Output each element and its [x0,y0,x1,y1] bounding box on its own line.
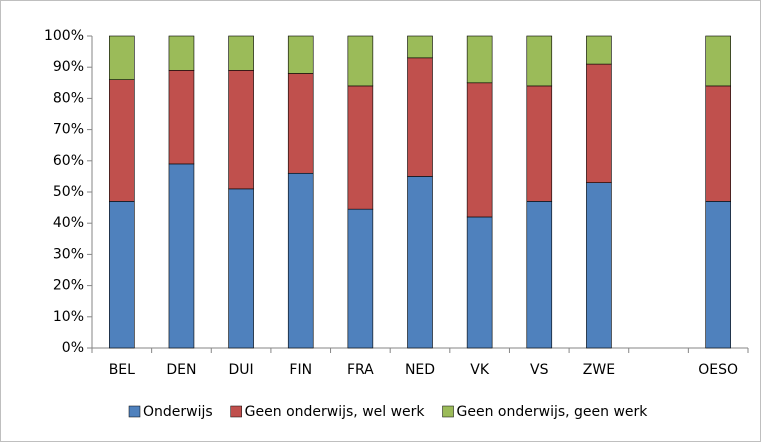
bar-segment [466,35,493,84]
bar-segment [466,216,493,349]
bar-segment [407,57,433,177]
x-tick-label: FIN [289,362,312,378]
y-tick-label: 20% [53,278,84,294]
bar-segment [347,35,374,87]
bar-segment [109,79,135,202]
x-tick-label: ZWE [583,362,615,378]
bar-segment [705,85,731,202]
y-tick-label: 30% [53,246,84,262]
bar-segment [228,70,254,190]
y-tick-label: 80% [53,90,84,106]
bar-segment [526,201,553,349]
legend-label: Geen onderwijs, geen werk [457,404,649,420]
bar-segment [287,73,314,174]
y-tick-label: 50% [53,184,84,200]
bar-segment [586,35,612,65]
bar-segment [526,85,553,202]
y-tick-label: 40% [53,215,84,231]
x-tick-label: FRA [347,362,374,378]
bar-segment [228,35,254,71]
legend-label: Onderwijs [143,404,213,420]
y-tick-label: 90% [53,59,84,75]
legend-swatch [442,405,454,418]
x-tick-label: VS [530,362,549,378]
x-tick-label: VK [470,362,490,378]
y-tick-label: 60% [53,153,84,169]
bar-segment [705,35,731,87]
bar-segment [407,176,433,349]
x-tick-label: BEL [109,362,135,378]
bar-segment [168,35,195,71]
bar-segment [168,70,195,165]
x-tick-label: OESO [698,362,738,378]
x-tick-label: NED [405,362,435,378]
bar-segment [287,35,314,74]
bar-segment [526,35,553,87]
bar-segment [586,63,612,183]
bar-segment [466,82,493,218]
bar-segment [407,35,433,59]
y-tick-label: 100% [44,28,84,44]
bar-segment [586,182,612,349]
y-tick-label: 0% [62,340,84,356]
legend-swatch [230,405,242,418]
bar-segment [347,85,374,210]
bar-segment [109,201,135,349]
legend-swatch [128,405,141,418]
bar-segment [109,35,135,80]
bar-segment [287,172,314,349]
x-tick-label: DUI [229,362,254,378]
legend-label: Geen onderwijs, wel werk [245,404,426,420]
bar-segment [168,163,195,349]
bar-segment [347,208,374,349]
bar-segment [705,201,731,349]
bar-segment [228,188,254,349]
y-tick-label: 10% [53,309,84,325]
y-tick-label: 70% [53,122,84,138]
x-tick-label: DEN [166,362,196,378]
